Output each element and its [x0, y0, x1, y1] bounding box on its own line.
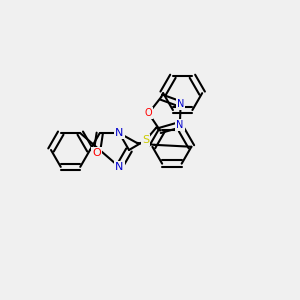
Text: O: O	[145, 108, 152, 118]
Text: N: N	[115, 162, 123, 172]
Text: S: S	[142, 135, 149, 145]
Text: O: O	[92, 148, 101, 158]
Text: N: N	[177, 99, 184, 109]
Text: N: N	[115, 128, 123, 138]
Text: N: N	[176, 120, 184, 130]
